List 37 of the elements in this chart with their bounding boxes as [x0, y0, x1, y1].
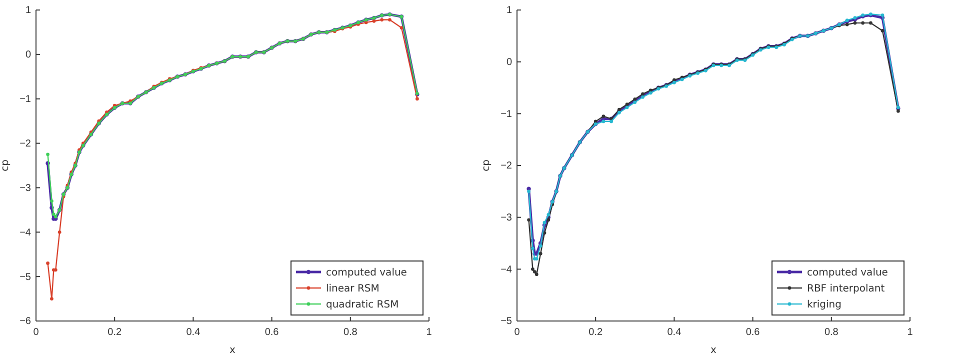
y-tick-label: −4: [20, 227, 32, 238]
x-tick-label: 0.2: [108, 327, 122, 338]
y-tick-label: −6: [20, 316, 32, 328]
y-axis-title: cp: [481, 160, 492, 172]
y-tick-label: −3: [20, 182, 32, 194]
y-axis-title: cp: [0, 160, 11, 172]
legend-label: RBF interpolant: [807, 284, 885, 294]
legend-label: computed value: [807, 268, 888, 278]
y-tick-label: −2: [500, 160, 512, 172]
x-tick-label: 1: [907, 327, 914, 338]
x-tick-label: 0.8: [824, 327, 839, 338]
legend-label: quadratic RSM: [326, 300, 399, 310]
x-tick-label: 0: [33, 327, 40, 338]
x-tick-label: 0.6: [746, 327, 760, 338]
x-tick-label: 0.8: [343, 327, 358, 338]
y-tick-label: −5: [500, 316, 512, 328]
y-tick-label: 1: [506, 5, 512, 16]
y-tick-label: 0: [25, 50, 32, 61]
y-tick-label: −5: [20, 272, 32, 283]
y-tick-label: −1: [20, 94, 32, 106]
x-tick-label: 0.4: [186, 327, 201, 338]
x-tick-label: 0.2: [588, 327, 603, 338]
legend-label: computed value: [326, 268, 407, 278]
x-tick-label: 1: [426, 327, 432, 338]
x-axis-title: x: [230, 345, 236, 356]
y-tick-label: 1: [25, 5, 32, 16]
y-tick-label: −2: [20, 138, 32, 150]
x-tick-label: 0.4: [667, 327, 682, 338]
y-tick-label: −1: [500, 108, 512, 120]
legend-label: kriging: [807, 300, 842, 310]
legend-label: linear RSM: [326, 284, 380, 294]
y-tick-label: 0: [506, 57, 512, 68]
x-tick-label: 0: [514, 327, 520, 338]
y-tick-label: −4: [500, 264, 512, 276]
x-tick-label: 0.6: [264, 327, 280, 338]
x-axis-title: x: [710, 345, 717, 356]
y-tick-label: −3: [500, 212, 512, 224]
